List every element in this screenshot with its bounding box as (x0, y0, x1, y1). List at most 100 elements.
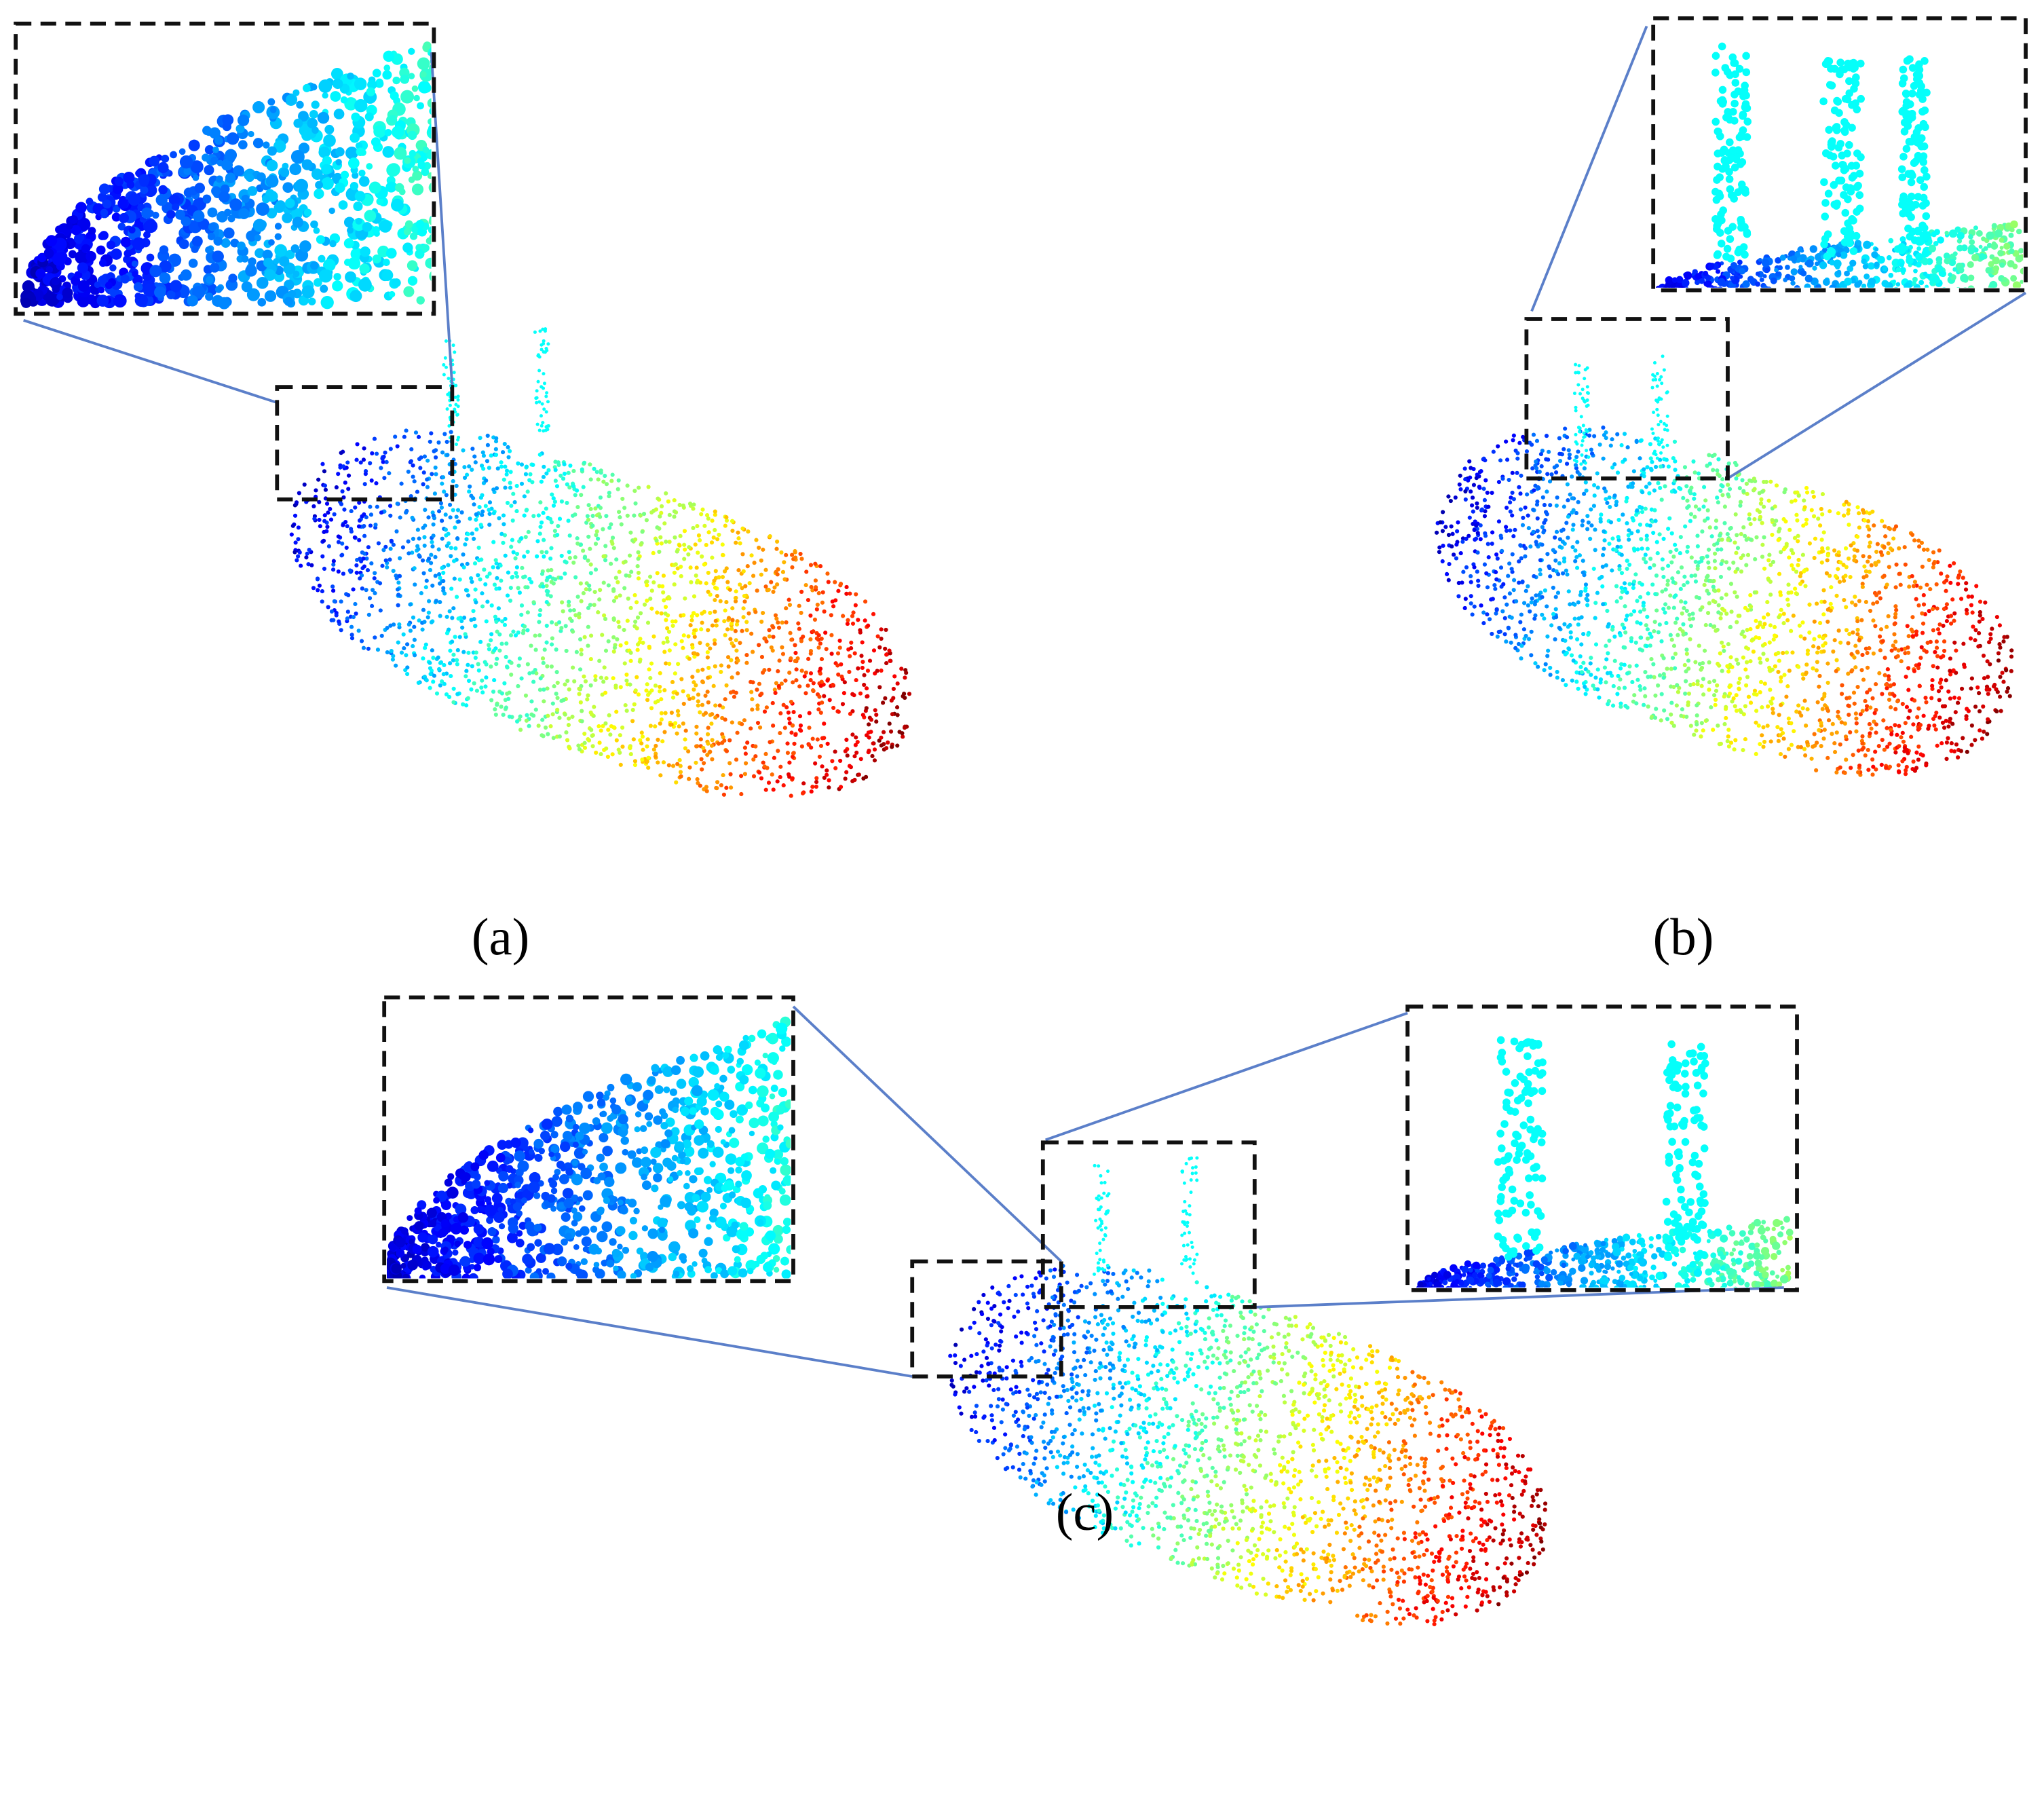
point (695, 744, 700, 749)
point (1668, 549, 1673, 555)
point (1545, 489, 1549, 494)
point (556, 460, 561, 465)
point (345, 610, 350, 614)
point (698, 641, 702, 645)
point (1086, 1320, 1091, 1325)
point (563, 712, 567, 717)
point (734, 622, 740, 627)
point (1708, 622, 1713, 628)
point (1426, 1477, 1431, 1482)
point (1743, 533, 1747, 538)
point (688, 565, 693, 570)
point (614, 557, 619, 562)
point (1671, 555, 1676, 559)
point (662, 521, 667, 526)
point (1917, 726, 1922, 731)
point (1744, 481, 1749, 486)
point (296, 554, 301, 559)
point (489, 638, 493, 643)
point (1743, 737, 1748, 742)
point (604, 482, 609, 487)
point (1281, 1596, 1285, 1600)
point (379, 633, 384, 638)
point (1548, 665, 1553, 671)
point (588, 571, 593, 576)
point (296, 525, 301, 530)
point (1335, 1469, 1340, 1474)
point (749, 679, 753, 684)
point (1726, 642, 1730, 647)
point (872, 758, 877, 763)
point (679, 677, 684, 681)
point (736, 536, 741, 541)
point (1705, 574, 1710, 578)
point (546, 568, 550, 573)
point (875, 634, 880, 639)
point (618, 733, 622, 738)
point (421, 470, 426, 475)
point (1669, 531, 1674, 536)
point (658, 535, 663, 540)
point (783, 678, 788, 683)
point (639, 542, 643, 547)
point (1880, 692, 1885, 696)
point (322, 566, 327, 571)
point (1607, 495, 1612, 500)
point (1578, 426, 1582, 430)
point (637, 659, 642, 664)
point (514, 565, 519, 569)
point (1726, 461, 1731, 466)
point (753, 754, 758, 759)
point (1670, 656, 1676, 660)
point (1461, 569, 1466, 574)
point (535, 422, 540, 426)
point (734, 638, 738, 643)
point (1369, 1405, 1374, 1410)
point (1776, 650, 1781, 656)
point (1834, 770, 1839, 775)
point (1891, 682, 1896, 687)
point (1090, 1432, 1095, 1437)
point (1748, 604, 1754, 609)
point (733, 629, 738, 633)
point (814, 585, 818, 590)
point (1916, 744, 1921, 749)
point (787, 671, 792, 675)
point (638, 611, 643, 616)
point (1765, 724, 1770, 728)
point (1661, 536, 1666, 541)
point (979, 1364, 984, 1368)
point (1684, 608, 1689, 614)
point (471, 609, 476, 614)
point (1564, 683, 1568, 688)
point (1662, 368, 1666, 372)
point (1813, 536, 1818, 541)
point (320, 462, 325, 466)
point (740, 552, 745, 557)
point (510, 518, 515, 523)
point (1241, 1509, 1245, 1514)
point (1000, 1397, 1005, 1402)
point (1862, 564, 1867, 569)
point (726, 664, 731, 669)
point (1510, 513, 1515, 518)
point (525, 662, 530, 667)
point (1593, 527, 1597, 532)
point (550, 636, 554, 641)
point (841, 691, 846, 696)
point (1998, 694, 2003, 699)
point (1491, 449, 1496, 454)
point (1483, 478, 1488, 483)
point (1760, 733, 1764, 738)
point (487, 647, 491, 652)
point (593, 567, 599, 572)
point (359, 573, 364, 578)
point (536, 379, 540, 383)
point (789, 793, 793, 798)
point (1507, 591, 1512, 596)
point (1714, 519, 1719, 523)
point (421, 482, 425, 487)
point (632, 593, 637, 597)
point (1511, 1510, 1517, 1514)
point (1934, 639, 1939, 644)
